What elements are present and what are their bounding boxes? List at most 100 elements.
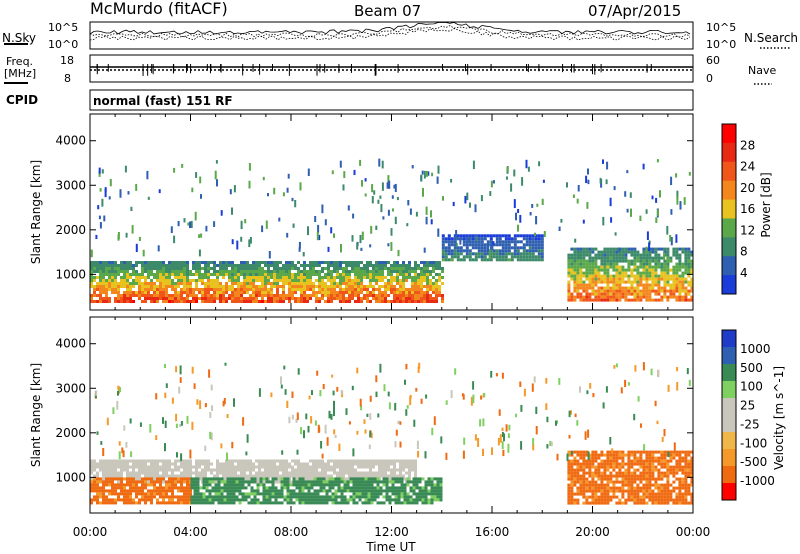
heatmap-cell [162, 498, 165, 502]
heatmap-cell [208, 492, 212, 496]
heatmap-cell [408, 261, 411, 264]
heatmap-cell [231, 288, 234, 291]
heatmap-cell [642, 462, 646, 466]
heatmap-cell [370, 489, 374, 493]
heatmap-cell [285, 474, 288, 478]
heatmap-cell [355, 483, 359, 487]
heatmap-cell [684, 259, 688, 263]
scatter-echo [646, 231, 649, 240]
heatmap-cell [657, 450, 661, 454]
heatmap-cell [636, 492, 640, 496]
heatmap-cell [312, 270, 315, 273]
heatmap-cell [570, 459, 574, 463]
heatmap-cell [576, 280, 580, 284]
heatmap-cell [462, 258, 466, 262]
scatter-echo [347, 205, 350, 211]
heatmap-cell [228, 273, 231, 276]
heatmap-cell [132, 486, 135, 490]
heatmap-cell [300, 276, 303, 279]
colorbar-swatch [722, 256, 736, 276]
heatmap-cell [291, 291, 294, 294]
heatmap-cell [283, 486, 287, 490]
heatmap-cell [126, 267, 129, 270]
heatmap-cell [573, 256, 577, 260]
heatmap-cell [327, 300, 330, 303]
heatmap-cell [289, 495, 293, 499]
heatmap-cell [180, 486, 183, 490]
heatmap-cell [351, 291, 354, 294]
heatmap-cell [648, 268, 652, 272]
heatmap-cell [286, 486, 290, 490]
heatmap-cell [141, 270, 144, 273]
heatmap-cell [190, 480, 194, 484]
heatmap-cell [319, 483, 323, 487]
heatmap-cell [417, 279, 420, 282]
heatmap-cell [123, 501, 126, 505]
heatmap-cell [459, 252, 463, 256]
heatmap-cell [216, 279, 219, 282]
heatmap-cell [202, 486, 206, 490]
heatmap-cell [99, 279, 102, 282]
heatmap-cell [327, 279, 330, 282]
heatmap-cell [180, 267, 183, 270]
heatmap-cell [621, 271, 625, 275]
heatmap-cell [108, 483, 111, 487]
heatmap-cell [651, 256, 655, 260]
scatter-echo [423, 247, 426, 253]
heatmap-cell [666, 495, 670, 499]
heatmap-cell [418, 480, 422, 484]
heatmap-cell [102, 297, 105, 300]
heatmap-cell [303, 267, 306, 270]
heatmap-cell [400, 486, 404, 490]
heatmap-cell [573, 295, 577, 299]
heatmap-cell [268, 480, 272, 484]
scatter-echo [406, 223, 409, 227]
colorbar-tick-label: 20 [740, 181, 755, 195]
heatmap-cell [240, 261, 243, 264]
heatmap-cell [264, 291, 267, 294]
scatter-echo [298, 247, 301, 252]
heatmap-cell [201, 294, 204, 297]
heatmap-cell [603, 498, 607, 502]
heatmap-cell [441, 249, 445, 253]
heatmap-cell [289, 483, 293, 487]
heatmap-cell [306, 288, 309, 291]
colorbar-tick-label: 4 [740, 266, 748, 280]
heatmap-cell [267, 474, 270, 478]
heatmap-cell [612, 298, 616, 302]
heatmap-cell [240, 465, 243, 469]
heatmap-cell [93, 498, 96, 502]
heatmap-cell [537, 249, 541, 253]
heatmap-cell [207, 294, 210, 297]
heatmap-cell [645, 274, 649, 278]
heatmap-cell [186, 459, 189, 463]
heatmap-cell [282, 279, 285, 282]
heatmap-cell [129, 273, 132, 276]
heatmap-cell [153, 480, 156, 484]
heatmap-cell [420, 285, 423, 288]
heatmap-cell [189, 288, 192, 291]
heatmap-cell [162, 297, 165, 300]
heatmap-cell [111, 288, 114, 291]
heatmap-cell [615, 456, 619, 460]
heatmap-cell [117, 270, 120, 273]
heatmap-cell [582, 465, 586, 469]
heatmap-cell [303, 264, 306, 267]
heatmap-cell [654, 495, 658, 499]
heatmap-cell [150, 285, 153, 288]
heatmap-cell [99, 501, 102, 505]
heatmap-cell [483, 243, 487, 247]
heatmap-cell [225, 468, 228, 472]
heatmap-cell [180, 300, 183, 303]
freq-tick-low: 8 [64, 72, 71, 85]
y-tick-label: 1000 [55, 267, 86, 281]
scatter-echo [480, 195, 483, 202]
heatmap-cell [591, 274, 595, 278]
heatmap-cell [684, 295, 688, 299]
heatmap-cell [654, 480, 658, 484]
heatmap-cell [424, 498, 428, 502]
heatmap-cell [348, 459, 351, 463]
heatmap-cell [357, 291, 360, 294]
heatmap-cell [217, 477, 221, 481]
heatmap-cell [153, 294, 156, 297]
